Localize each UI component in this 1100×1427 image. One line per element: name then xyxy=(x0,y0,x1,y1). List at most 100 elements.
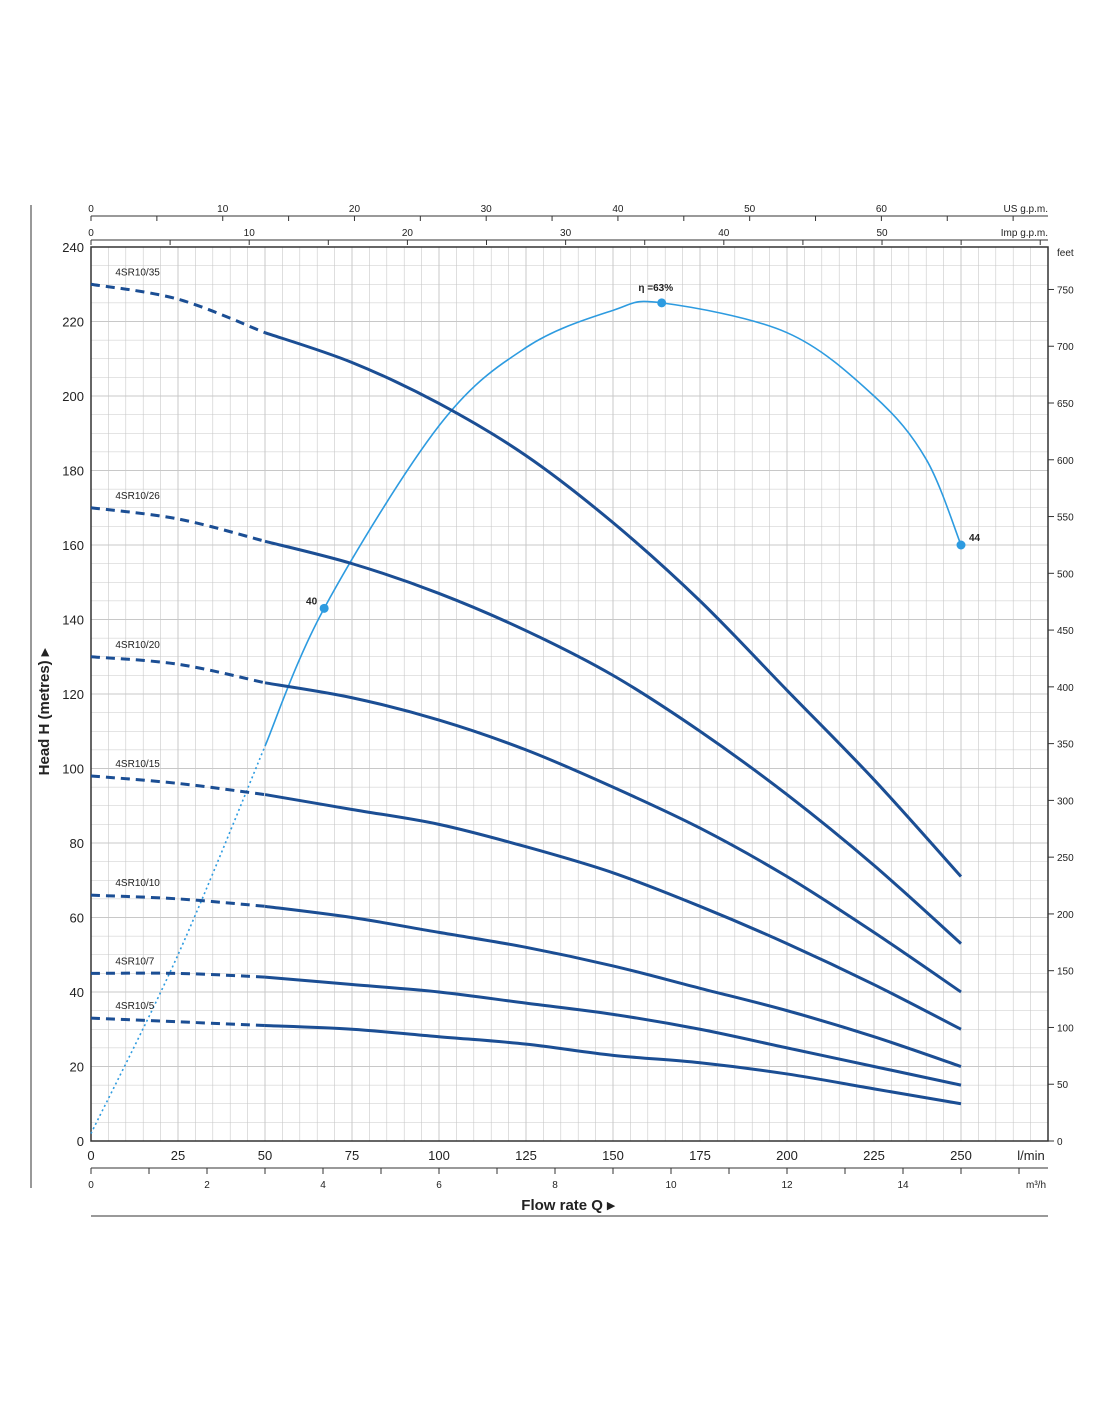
y-tick-label: 40 xyxy=(70,985,84,1000)
y-feet-tick-label: 500 xyxy=(1057,569,1074,580)
series-line xyxy=(264,793,962,1031)
efficiency-curve-group: 40 η =63% 44 xyxy=(90,283,981,1134)
efficiency-marker-label: 44 xyxy=(969,533,981,544)
series-label: 4SR10/7 xyxy=(115,956,154,967)
series-line xyxy=(264,681,962,994)
x-tick-label: 175 xyxy=(689,1148,711,1163)
labels-group: 4SR10/35 4SR10/26 4SR10/20 4SR10/15 4SR10/10… xyxy=(115,267,160,1012)
x-tick-label: 25 xyxy=(171,1148,185,1163)
x-m3h-tick-label: 12 xyxy=(781,1180,793,1191)
series-line xyxy=(264,1024,962,1106)
y-tick-label: 160 xyxy=(62,538,84,553)
x-tick-label: 225 xyxy=(863,1148,885,1163)
series-line-dashed xyxy=(90,893,266,908)
series-line xyxy=(264,904,962,1068)
y-feet-tick-label: 0 xyxy=(1057,1137,1063,1148)
x-tick-label: 125 xyxy=(515,1148,537,1163)
x-imp-gpm-tick-label: 50 xyxy=(876,228,888,239)
y-feet-tick-label: 650 xyxy=(1057,399,1074,410)
x-imp-gpm-tick-label: 0 xyxy=(88,228,94,239)
x-m3h-tick-label: 6 xyxy=(436,1180,442,1191)
series-label: 4SR10/20 xyxy=(115,640,160,651)
y-feet-tick-label: 250 xyxy=(1057,853,1074,864)
y-tick-label: 120 xyxy=(62,687,84,702)
y-feet-tick-label: 100 xyxy=(1057,1023,1074,1034)
x-tick-label: 150 xyxy=(602,1148,624,1163)
y-feet-tick-label: 550 xyxy=(1057,513,1074,524)
x-imp-gpm-tick-label: 20 xyxy=(402,228,414,239)
efficiency-marker xyxy=(956,540,966,550)
x-axis-title: Flow rate Q ▸ xyxy=(521,1197,616,1214)
y-tick-label: 100 xyxy=(62,762,84,777)
x-m3h-tick-label: 8 xyxy=(552,1180,558,1191)
series-line-dashed xyxy=(90,971,266,979)
x-m3h-tick-label: 4 xyxy=(320,1180,326,1191)
y-feet-tick-label: 750 xyxy=(1057,285,1074,296)
efficiency-marker-label: 40 xyxy=(306,596,318,607)
x-imp-gpm-tick-label: 10 xyxy=(244,228,256,239)
y-tick-label: 80 xyxy=(70,836,84,851)
series-group xyxy=(90,282,963,1106)
series-label: 4SR10/26 xyxy=(115,491,160,502)
x-us-gpm-tick-label: 20 xyxy=(349,204,361,215)
series-line xyxy=(264,539,963,945)
x-tick-label: 250 xyxy=(950,1148,972,1163)
efficiency-marker-label: η =63% xyxy=(638,283,673,294)
series-label: 4SR10/5 xyxy=(115,1001,154,1012)
x-us-gpm-tick-label: 60 xyxy=(876,204,888,215)
y-axis-title: Head H (metres) ▸ xyxy=(36,647,53,775)
series-line-dashed xyxy=(90,506,266,543)
y-tick-label: 140 xyxy=(62,613,84,628)
x-us-gpm-tick-label: 30 xyxy=(481,204,493,215)
y-tick-label: 240 xyxy=(62,240,84,255)
series-label: 4SR10/15 xyxy=(115,759,160,770)
y-tick-label: 220 xyxy=(62,315,84,330)
x-m3h-tick-label: 0 xyxy=(88,1180,94,1191)
y-feet-tick-label: 700 xyxy=(1057,342,1074,353)
x-us-gpm-tick-label: 0 xyxy=(88,204,94,215)
series-line xyxy=(264,975,962,1087)
series-label: 4SR10/10 xyxy=(115,878,160,889)
efficiency-curve xyxy=(264,300,962,747)
x-tick-label: 100 xyxy=(428,1148,450,1163)
series-line-dashed xyxy=(90,774,266,797)
x-m3h-tick-label: 14 xyxy=(897,1180,909,1191)
x-unit-label: l/min xyxy=(1017,1148,1044,1163)
y-tick-label: 0 xyxy=(77,1134,84,1149)
efficiency-marker xyxy=(657,298,667,308)
y-tick-label: 200 xyxy=(62,389,84,404)
x-us-gpm-unit: US g.p.m. xyxy=(1004,204,1048,215)
x-tick-label: 75 xyxy=(345,1148,359,1163)
x-m3h-tick-label: 10 xyxy=(665,1180,677,1191)
x-imp-gpm-tick-label: 30 xyxy=(560,228,572,239)
plot-frame xyxy=(90,246,1049,1142)
y-tick-label: 180 xyxy=(62,464,84,479)
y-feet-unit: feet xyxy=(1057,248,1074,259)
y-tick-label: 20 xyxy=(70,1060,84,1075)
x-m3h-unit: m³/h xyxy=(1026,1180,1046,1191)
efficiency-marker xyxy=(319,603,329,613)
x-imp-gpm-tick-label: 40 xyxy=(718,228,730,239)
x-us-gpm-tick-label: 40 xyxy=(612,204,624,215)
y-feet-tick-label: 300 xyxy=(1057,796,1074,807)
series-line-dashed xyxy=(90,1016,266,1028)
series-line xyxy=(264,331,963,878)
series-line-dashed xyxy=(90,655,266,685)
x-imp-gpm-unit: Imp g.p.m. xyxy=(1001,228,1048,239)
y-feet-tick-label: 450 xyxy=(1057,626,1074,637)
x-tick-label: 50 xyxy=(258,1148,272,1163)
y-feet-tick-label: 150 xyxy=(1057,967,1074,978)
series-label: 4SR10/35 xyxy=(115,267,160,278)
y-feet-tick-label: 600 xyxy=(1057,456,1074,467)
y-feet-tick-label: 50 xyxy=(1057,1080,1069,1091)
x-tick-label: 0 xyxy=(87,1148,94,1163)
x-tick-label: 200 xyxy=(776,1148,798,1163)
grid xyxy=(90,246,1049,1142)
y-tick-label: 60 xyxy=(70,911,84,926)
x-us-gpm-tick-label: 50 xyxy=(744,204,756,215)
y-feet-tick-label: 200 xyxy=(1057,910,1074,921)
x-us-gpm-tick-label: 10 xyxy=(217,204,229,215)
